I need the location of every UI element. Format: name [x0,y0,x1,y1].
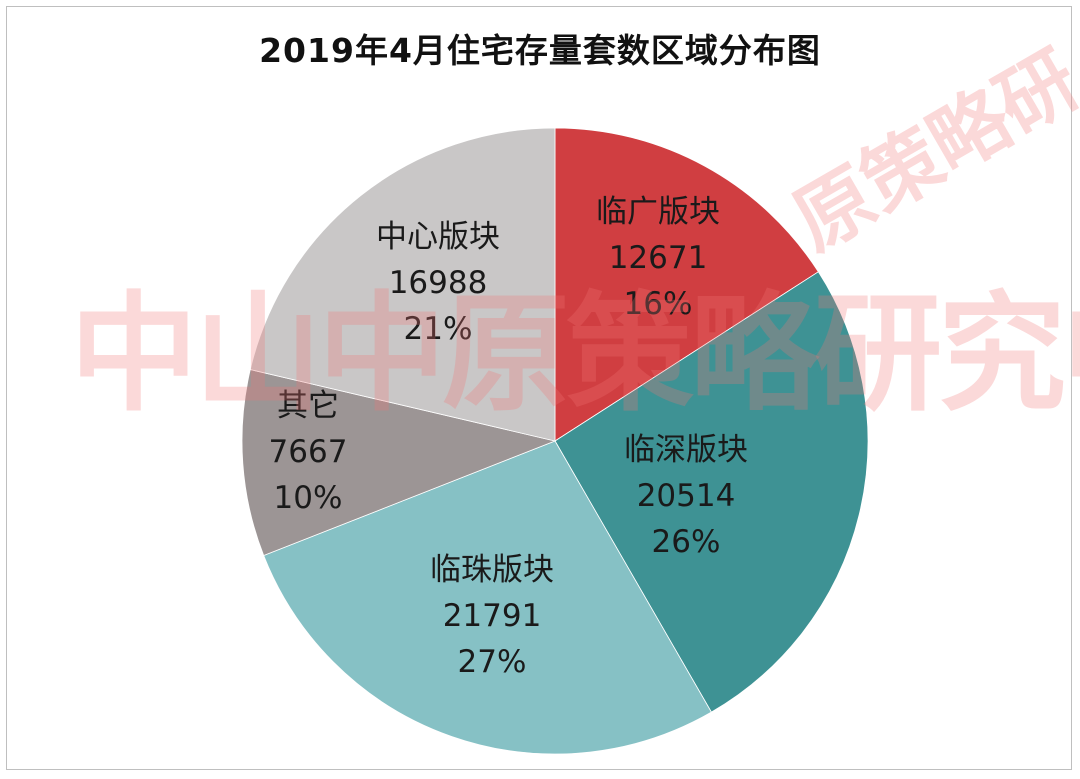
slice-label-4: 其它 [277,388,339,424]
slice-value-2: 20514 [637,478,736,514]
slice-value-5: 16988 [389,265,488,301]
slice-value-4: 7667 [269,434,348,470]
chart-title: 2019年4月住宅存量套数区域分布图 [259,31,821,70]
slice-percent-2: 26% [652,524,721,560]
slice-percent-3: 27% [458,644,527,680]
slice-value-1: 12671 [609,240,708,276]
slice-label-5: 中心版块 [376,219,500,255]
pie-slice-5 [249,127,556,442]
slice-percent-1: 16% [624,286,693,322]
slice-label-2: 临深版块 [624,432,748,468]
pie-labels: 临广版块 12671 16% 临深版块 20514 26% 临珠版块 21791 27% 其它 76… [269,194,748,680]
slice-label-3: 临珠版块 [430,552,554,588]
pie-slice-1 [554,127,819,442]
slice-label-1: 临广版块 [596,194,720,230]
pie-slice-3 [263,440,712,755]
slice-percent-5: 21% [404,311,473,347]
pie-slice-4 [241,369,557,557]
slice-value-3: 21791 [443,598,542,634]
pie-slices [241,127,869,755]
slice-percent-4: 10% [274,480,343,516]
pie-slice-2 [554,271,869,713]
